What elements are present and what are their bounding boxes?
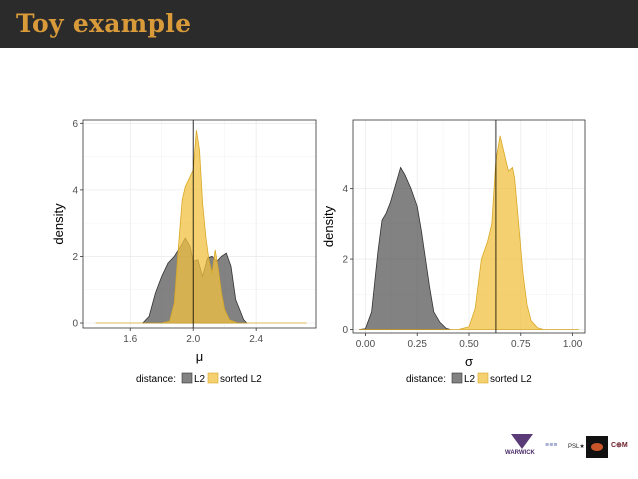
sigma-x-tick-label: 1.00 xyxy=(563,339,583,350)
slide-title: Toy example xyxy=(16,9,192,38)
mu-y-tick-label: 2 xyxy=(72,252,78,263)
sigma-y-tick-label: 2 xyxy=(342,255,348,266)
mu-y-tick-label: 6 xyxy=(72,119,78,130)
mu-density-panel: 1.6 2.0 2.4 0 2 4 6 μ density distance: L2 sorted L… xyxy=(51,119,317,385)
sigma-legend-title: distance: xyxy=(406,374,446,385)
sigma-legend-label-sorted-l2: sorted L2 xyxy=(490,374,532,385)
sigma-legend-key-sorted-l2 xyxy=(477,372,489,384)
sigma-y-tick-label: 0 xyxy=(342,325,348,336)
warwick-logo: WARWICK xyxy=(505,432,539,464)
sigma-legend-label-l2: L2 xyxy=(464,374,476,385)
mu-panel-border xyxy=(82,119,317,329)
logo-strip: WARWICK ≋≋≋ PSL★ C⊕M xyxy=(505,432,633,466)
sigma-y-tick-label: 4 xyxy=(342,184,348,195)
mu-y-tick-label: 4 xyxy=(72,185,78,196)
sigma-x-tick-label: 0.75 xyxy=(511,339,531,350)
mu-x-tick-label: 2.4 xyxy=(249,334,263,345)
mu-legend-key-sorted-l2 xyxy=(207,372,219,384)
mu-y-axis-title: density xyxy=(51,203,66,245)
sigma-density-panel: 0.00 0.25 0.50 0.75 1.00 0 2 4 σ density distance:… xyxy=(321,119,586,385)
mu-x-tick-label: 2.0 xyxy=(186,334,200,345)
sigma-l2-density-area xyxy=(359,166,451,330)
sigma-x-tick-label: 0.50 xyxy=(459,339,479,350)
mu-legend-label-l2: L2 xyxy=(194,374,206,385)
sigma-x-axis-title: σ xyxy=(465,354,473,369)
sigma-y-axis-title: density xyxy=(321,205,336,247)
mu-y-tick-label: 0 xyxy=(72,319,78,330)
mu-x-axis-title: μ xyxy=(196,349,204,364)
mu-sorted-l2-density-area xyxy=(95,129,307,324)
sigma-legend: distance: L2 sorted L2 xyxy=(406,372,532,385)
cnrs-logo: C⊕M xyxy=(611,442,628,449)
mu-x-tick-label: 1.6 xyxy=(123,334,137,345)
mu-legend-title: distance: xyxy=(136,374,176,385)
mu-legend-key-l2 xyxy=(181,372,193,384)
mu-legend-label-sorted-l2: sorted L2 xyxy=(220,374,262,385)
title-bar: Toy example xyxy=(0,0,638,48)
sigma-legend-key-l2 xyxy=(451,372,463,384)
sigma-x-tick-label: 0.25 xyxy=(407,339,427,350)
partner-logo: ≋≋≋ xyxy=(545,442,558,448)
partner-emblem-logo xyxy=(586,436,608,458)
mu-legend: distance: L2 sorted L2 xyxy=(136,372,262,385)
sigma-sorted-l2-density-area xyxy=(359,135,579,330)
sigma-x-tick-label: 0.00 xyxy=(356,339,376,350)
psl-logo: PSL★ xyxy=(568,444,585,450)
